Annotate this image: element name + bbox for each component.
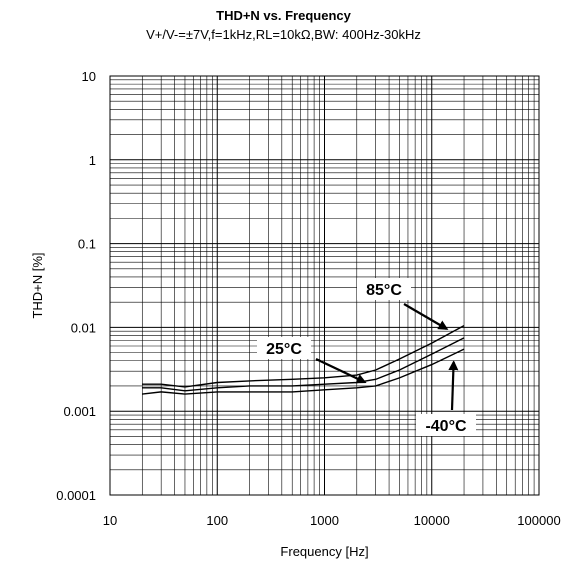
callout-arrow bbox=[315, 358, 367, 384]
callouts: 85°C 25°C -40°C bbox=[257, 278, 476, 436]
x-tick-label: 100 bbox=[206, 513, 228, 528]
x-tick-label: 1000 bbox=[310, 513, 339, 528]
y-tick-label: 0.1 bbox=[78, 237, 96, 252]
series-label: 25°C bbox=[266, 341, 302, 358]
chart-subtitle: V+/V-=±7V,f=1kHz,RL=10kΩ,BW: 400Hz-30kHz bbox=[146, 27, 421, 42]
callout-box bbox=[257, 337, 311, 359]
series-line-1 bbox=[142, 325, 465, 388]
x-tick-label: 10 bbox=[103, 513, 117, 528]
y-tick-label: 0.001 bbox=[63, 404, 96, 419]
series-line-3 bbox=[142, 348, 465, 395]
series-lines bbox=[142, 325, 465, 395]
grid bbox=[109, 76, 539, 496]
callout-arrow bbox=[403, 303, 449, 330]
series-line-2 bbox=[142, 337, 465, 392]
tick-labels: 10 100 1000 10000 100000 0.0001 0.001 0.01 0.1 1 1… bbox=[56, 69, 560, 528]
callout-box bbox=[357, 278, 411, 300]
plot-frame bbox=[109, 75, 540, 496]
callout-arrow bbox=[448, 360, 459, 411]
x-tick-label: 100000 bbox=[517, 513, 560, 528]
series-label: -40°C bbox=[425, 418, 467, 435]
y-tick-label: 0.01 bbox=[71, 320, 96, 335]
x-tick-label: 10000 bbox=[414, 513, 450, 528]
y-tick-label: 1 bbox=[89, 153, 96, 168]
y-axis-label: THD+N [%] bbox=[30, 252, 45, 318]
y-tick-label: 0.0001 bbox=[56, 488, 96, 503]
callout-box bbox=[416, 414, 476, 436]
series-label: 85°C bbox=[366, 282, 402, 299]
y-tick-label: 10 bbox=[82, 69, 96, 84]
x-axis-label: Frequency [Hz] bbox=[280, 544, 368, 559]
chart-title: THD+N vs. Frequency bbox=[216, 8, 351, 23]
